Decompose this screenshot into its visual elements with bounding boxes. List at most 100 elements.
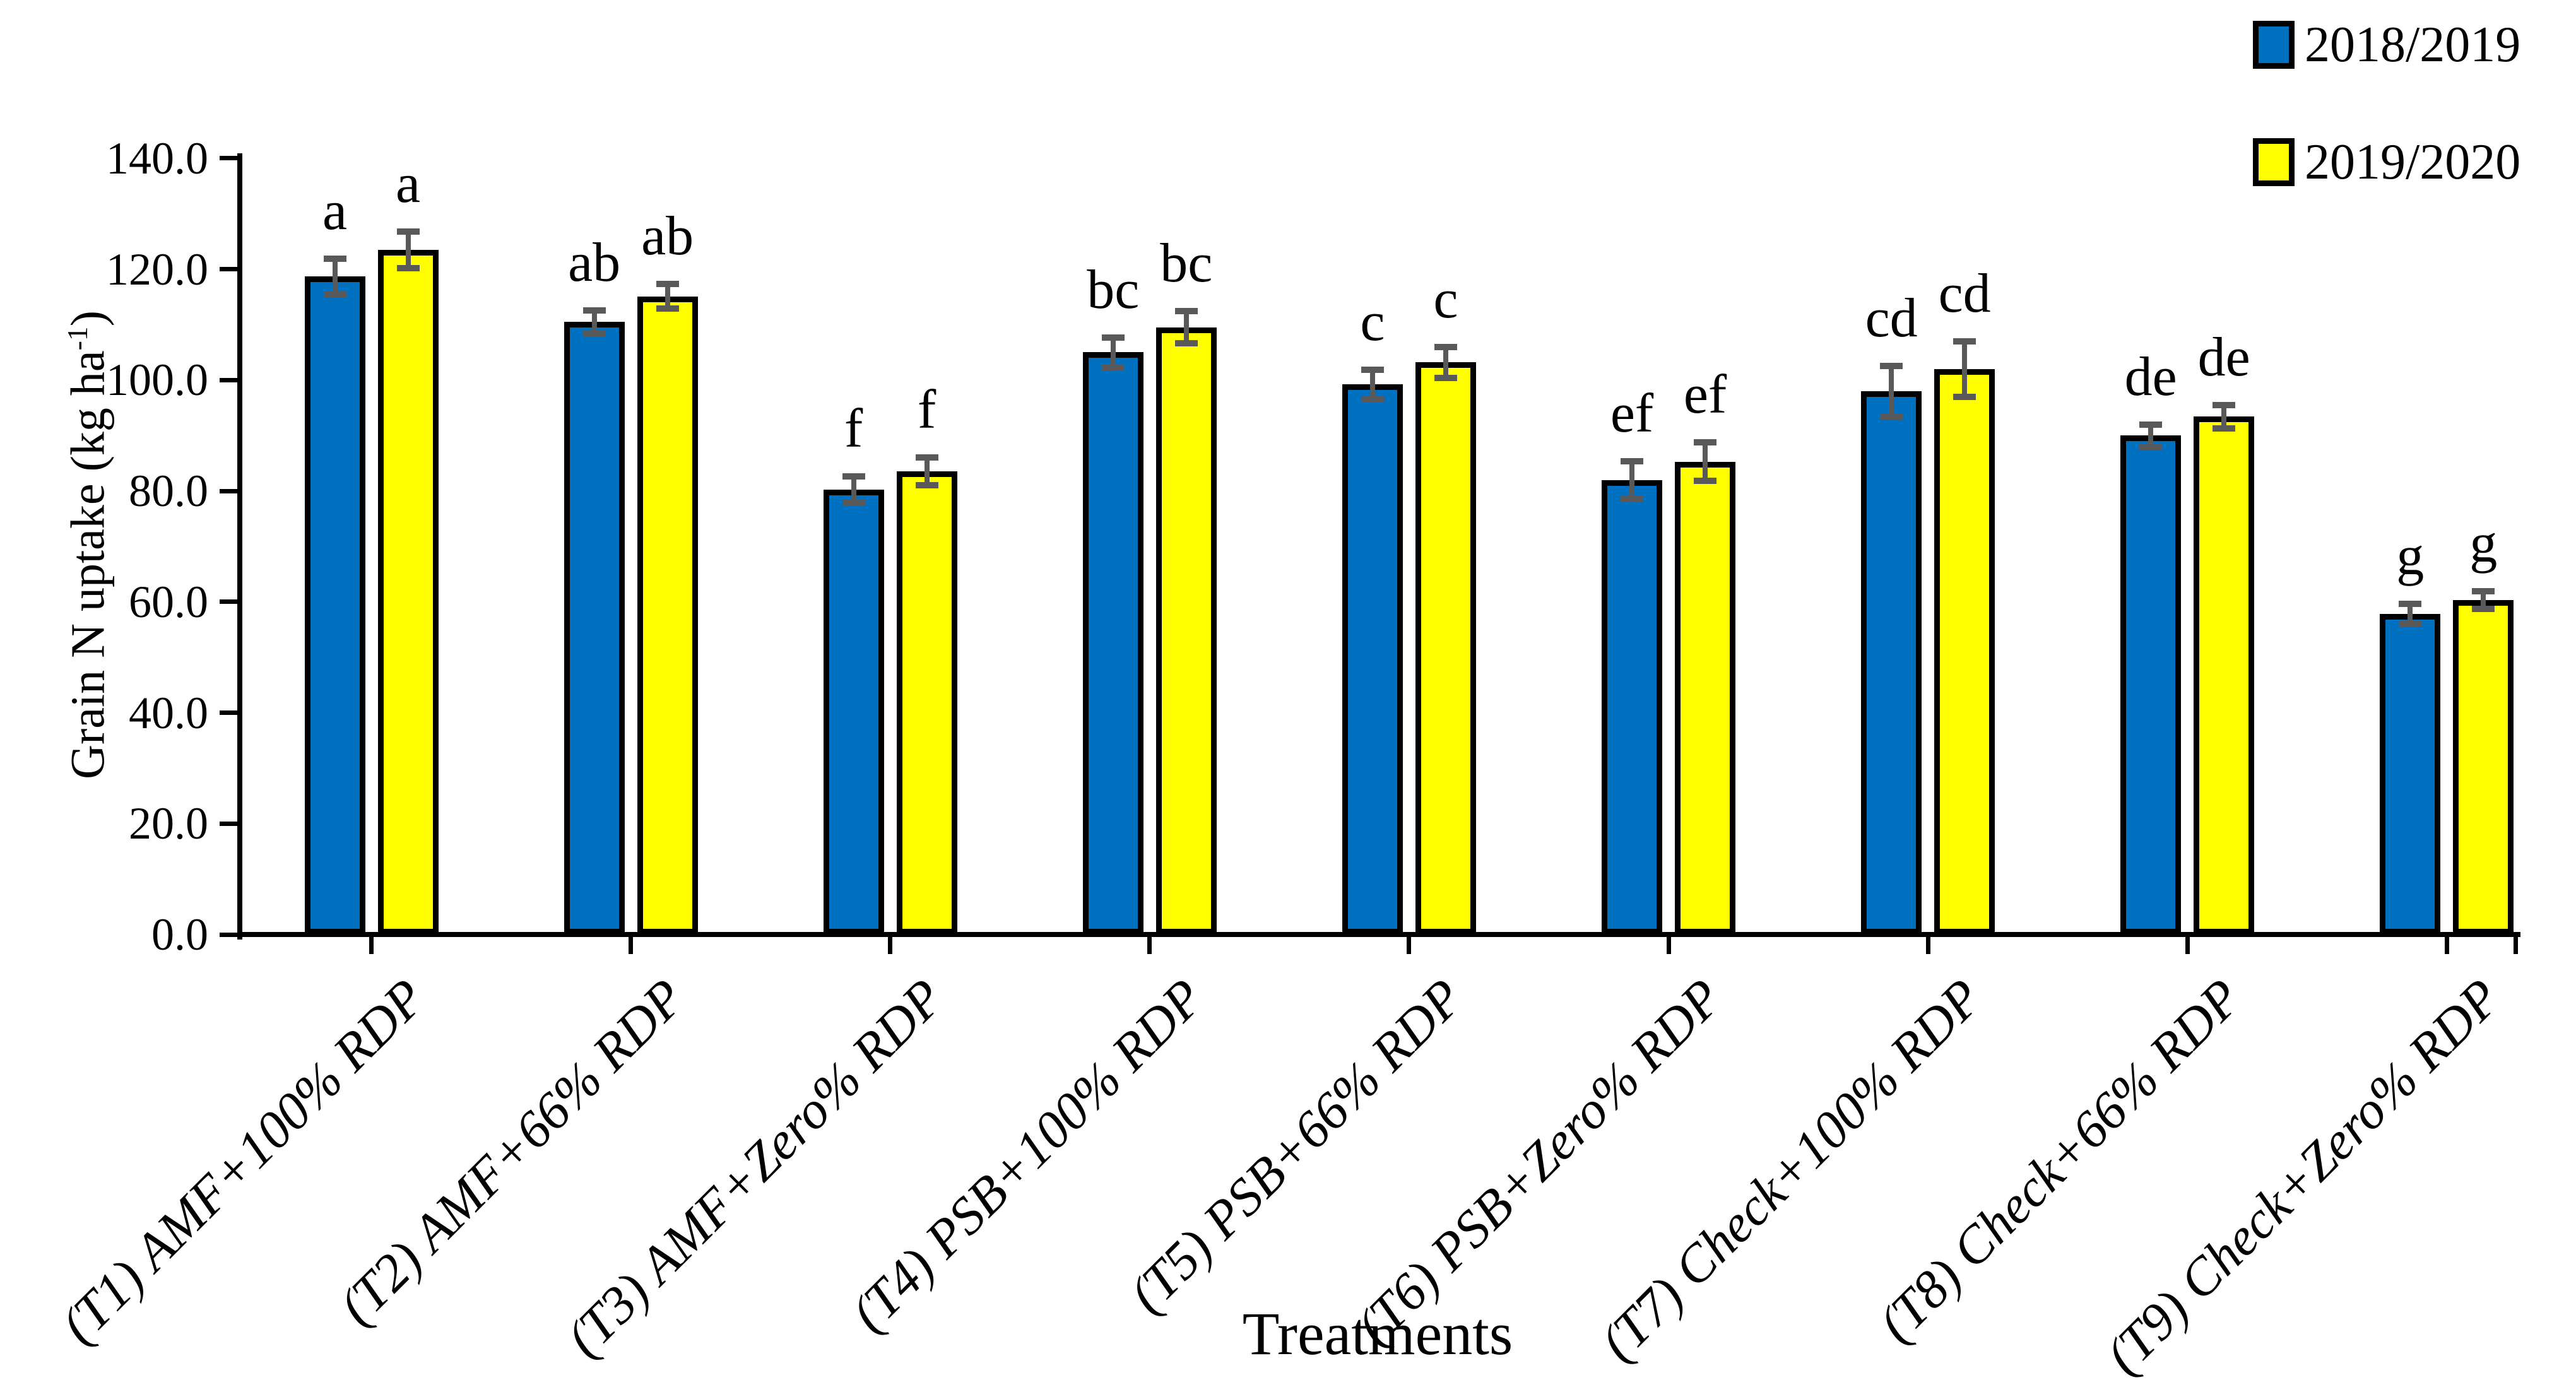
y-axis-tick — [220, 599, 237, 604]
bar-2018/2019-T6 — [1602, 480, 1662, 934]
legend-label-2018-2019: 2018/2019 — [2305, 17, 2521, 73]
legend-swatch-2019-2020 — [2253, 138, 2295, 186]
significance-letter: bc — [1087, 259, 1140, 321]
bar-2019/2020-T2 — [637, 296, 698, 934]
significance-letter: c — [1433, 268, 1458, 330]
error-bar-top-cap — [1361, 366, 1384, 373]
x-axis-tick — [1666, 935, 1671, 954]
error-bar — [332, 258, 338, 295]
error-bar — [405, 231, 411, 268]
significance-letter: f — [918, 379, 936, 441]
error-bar-bottom-cap — [1953, 393, 1976, 400]
y-axis-tick-label: 60.0 — [129, 576, 208, 627]
error-bar-top-cap — [656, 281, 679, 288]
error-bar-bottom-cap — [842, 500, 865, 507]
error-bar-top-cap — [582, 307, 606, 314]
error-bar — [1443, 346, 1448, 378]
error-bar-top-cap — [1880, 362, 1903, 369]
x-axis-tick — [1147, 935, 1152, 954]
y-axis-tick — [220, 267, 237, 272]
y-axis-tick — [220, 821, 237, 826]
y-axis-tick-label: 40.0 — [129, 687, 208, 738]
bar-2019/2020-T7 — [1934, 368, 1995, 934]
bar-2018/2019-T3 — [823, 490, 884, 934]
error-bar-bottom-cap — [1434, 374, 1457, 381]
error-bar — [1369, 369, 1375, 400]
significance-letter: de — [2124, 346, 2177, 408]
error-bar-top-cap — [396, 228, 420, 235]
bar-2018/2019-T8 — [2120, 435, 2182, 934]
significance-letter: ab — [568, 232, 621, 293]
bar-2018/2019-T4 — [1082, 352, 1143, 934]
x-axis-line — [237, 932, 2520, 937]
significance-letter: a — [395, 153, 421, 215]
significance-letter: cd — [1865, 287, 1918, 349]
error-bar-top-cap — [1174, 308, 1198, 315]
error-bar — [1889, 365, 1894, 417]
error-bar-bottom-cap — [323, 291, 346, 298]
error-bar-bottom-cap — [1101, 364, 1125, 371]
bar-2019/2020-T5 — [1415, 362, 1476, 934]
bar-2018/2019-T1 — [304, 276, 365, 934]
error-bar — [1110, 337, 1116, 368]
significance-letter: f — [844, 398, 863, 460]
x-axis-end-tick — [2514, 935, 2518, 954]
y-axis-tick-label: 20.0 — [129, 798, 208, 849]
error-bar — [1183, 311, 1189, 344]
error-bar-top-cap — [915, 454, 938, 461]
legend-label-2019-2020: 2019/2020 — [2305, 134, 2521, 190]
y-axis-tick-label: 140.0 — [106, 133, 208, 184]
error-bar-top-cap — [2399, 601, 2422, 608]
bar-2019/2020-T3 — [896, 471, 957, 934]
error-bar — [2148, 424, 2154, 447]
y-axis-tick-label: 120.0 — [106, 244, 208, 295]
error-bar — [665, 284, 670, 309]
bar-2018/2019-T9 — [2380, 614, 2441, 934]
error-bar-bottom-cap — [656, 305, 679, 312]
x-axis-tick — [369, 935, 374, 954]
significance-letter: cd — [1938, 262, 1991, 324]
bar-2018/2019-T7 — [1861, 391, 1922, 934]
bar-2019/2020-T6 — [1675, 461, 1735, 934]
legend-item-2019-2020: 2019/2020 — [2253, 127, 2520, 197]
x-axis-tick — [1925, 935, 1930, 954]
y-axis-tick-label: 80.0 — [129, 466, 208, 517]
significance-letter: ab — [641, 206, 694, 268]
bar-2018/2019-T5 — [1342, 384, 1403, 934]
error-bar-bottom-cap — [2472, 606, 2495, 613]
x-axis-tick — [629, 935, 634, 954]
y-axis-tick-label: 100.0 — [106, 355, 208, 406]
error-bar — [851, 476, 856, 504]
error-bar — [2408, 604, 2413, 624]
error-bar-bottom-cap — [582, 330, 606, 337]
error-bar-top-cap — [2139, 421, 2163, 428]
significance-letter: c — [1360, 291, 1385, 353]
error-bar — [2221, 404, 2227, 428]
error-bar-top-cap — [2472, 588, 2495, 595]
bar-2019/2020-T8 — [2194, 416, 2255, 934]
error-bar-top-cap — [323, 255, 346, 262]
error-bar-bottom-cap — [915, 482, 938, 489]
error-bar-bottom-cap — [1174, 340, 1198, 347]
y-axis-tick — [220, 932, 237, 937]
error-bar-bottom-cap — [1694, 478, 1716, 485]
x-axis-tick — [2444, 935, 2449, 954]
error-bar-bottom-cap — [1621, 495, 1643, 502]
significance-letter: a — [322, 180, 348, 242]
bar-2019/2020-T9 — [2453, 600, 2514, 934]
error-bar — [591, 310, 597, 334]
x-axis-tick — [888, 935, 893, 954]
error-bar — [1962, 341, 1968, 397]
significance-letter: bc — [1160, 233, 1213, 295]
error-bar-top-cap — [1694, 439, 1716, 445]
error-bar-bottom-cap — [396, 264, 420, 271]
error-bar — [924, 457, 930, 486]
error-bar-top-cap — [1953, 338, 1976, 345]
error-bar-bottom-cap — [1361, 396, 1384, 403]
error-bar — [2481, 591, 2486, 610]
y-axis-tick — [220, 377, 237, 382]
error-bar — [1703, 442, 1708, 481]
bar-2018/2019-T2 — [564, 322, 625, 934]
